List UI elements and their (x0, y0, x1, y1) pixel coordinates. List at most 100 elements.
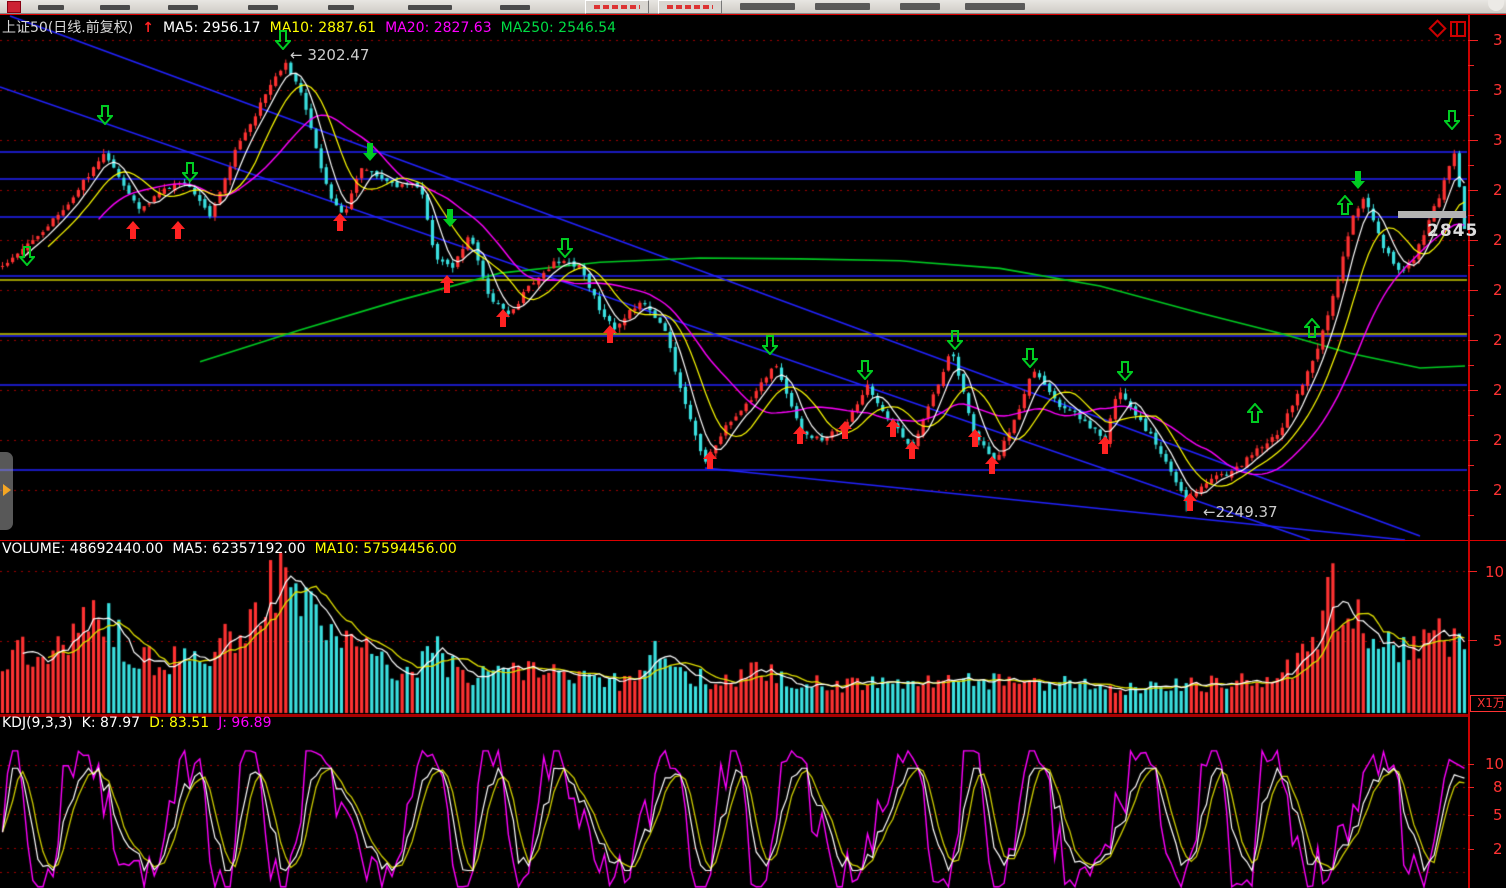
buy-signal-arrow (968, 429, 982, 447)
axis-tick (1468, 315, 1474, 316)
buy-signal-arrow (496, 309, 510, 327)
sell-signal-arrow (1304, 318, 1320, 338)
axis-tick (1468, 815, 1474, 816)
axis-tick (1468, 490, 1478, 491)
split-window-icon[interactable] (1450, 21, 1466, 37)
volume-header: VOLUME: 48692440.00 MA5: 62357192.00 MA10:… (2, 541, 466, 557)
sell-signal-arrow (557, 238, 573, 258)
sell-signal-arrow (1247, 403, 1263, 423)
axis-tick (1468, 240, 1478, 241)
price-axis-label: 3 (1493, 131, 1503, 149)
volume-unit-box: X1万 (1470, 695, 1506, 712)
buy-signal-arrow (1183, 493, 1197, 511)
kdj-d-value: D: 83.51 (149, 715, 210, 731)
buy-signal-arrow (838, 421, 852, 439)
price-axis-label: 2 (1493, 431, 1503, 449)
kdj-axis-label: 2 (1493, 840, 1503, 858)
kdj-j-value: J: 96.89 (218, 715, 272, 731)
buy-signal-arrow (603, 325, 617, 343)
price-axis-label: 3 (1493, 81, 1503, 99)
volume-value: VOLUME: 48692440.00 (2, 541, 164, 557)
symbol-title: 上证50(日线.前复权) (2, 20, 134, 36)
buy-signal-arrow (985, 456, 999, 474)
axis-tick (1468, 65, 1474, 66)
trough-price-label: ←2249.37 (1203, 503, 1278, 521)
sell-signal-arrow (947, 330, 963, 350)
buy-signal-arrow (1098, 436, 1112, 454)
main-chart-header: 上证50(日线.前复权) ↑ MA5: 2956.17 MA10: 2887.61 MA… (2, 17, 625, 37)
sell-signal-arrow (182, 162, 198, 182)
kdj-k-value: K: 87.97 (81, 715, 141, 731)
axis-tick (1468, 787, 1474, 788)
axis-tick (1468, 215, 1474, 216)
axis-tick (1468, 340, 1478, 341)
sell-signal-arrow (19, 246, 35, 266)
axis-tick (1468, 571, 1477, 572)
expand-arrow-icon (3, 484, 11, 496)
kdj-axis-label: 10 (1485, 755, 1505, 773)
sell-signal-arrow (443, 209, 457, 227)
sell-signal-arrow (762, 335, 778, 355)
volume-ma5: MA5: 62357192.00 (172, 541, 306, 557)
frame-top-line (0, 14, 1506, 15)
price-axis-label: 2 (1493, 231, 1503, 249)
sell-signal-arrow (1444, 110, 1460, 130)
axis-tick (1468, 40, 1478, 41)
axis-tick (1468, 390, 1478, 391)
ma250-value: MA250: 2546.54 (500, 20, 617, 36)
sell-signal-arrow (363, 143, 377, 161)
kdj-axis-label: 8 (1493, 778, 1503, 796)
axis-tick (1468, 640, 1477, 641)
volume-axis-label: 10 (1485, 563, 1505, 581)
axis-tick (1468, 440, 1478, 441)
buy-signal-arrow (886, 419, 900, 437)
price-axis-label: 2 (1493, 281, 1503, 299)
sell-signal-arrow (97, 105, 113, 125)
sell-signal-arrow (1337, 195, 1353, 215)
main-volume-separator (0, 540, 1506, 541)
peak-price-label: ← 3202.47 (290, 46, 370, 64)
price-axis-label: 3 (1493, 31, 1503, 49)
price-axis-label: 2 (1493, 381, 1503, 399)
kdj-name: KDJ(9,3,3) (2, 715, 73, 731)
buy-signal-arrow (440, 275, 454, 293)
buy-signal-arrow (171, 221, 185, 239)
ma10-value: MA10: 2887.61 (269, 20, 377, 36)
ma5-value: MA5: 2956.17 (162, 20, 261, 36)
axis-tick (1468, 415, 1474, 416)
last-price-band (1398, 211, 1466, 218)
volume-axis-label: 5 (1493, 632, 1503, 650)
sell-signal-arrow (1022, 348, 1038, 368)
buy-signal-arrow (905, 441, 919, 459)
last-price-tag: 2845 (1427, 221, 1479, 241)
axis-tick (1468, 140, 1478, 141)
price-axis-line (1468, 14, 1470, 888)
axis-tick (1468, 849, 1474, 850)
sell-signal-arrow (857, 360, 873, 380)
sell-signal-arrow (275, 30, 291, 50)
buy-signal-arrow (703, 451, 717, 469)
axis-tick (1468, 265, 1474, 266)
price-axis-label: 2 (1493, 331, 1503, 349)
price-axis-label: 2 (1493, 181, 1503, 199)
kdj-header: KDJ(9,3,3) K: 87.97 D: 83.51 J: 96.89 (2, 715, 280, 731)
buy-signal-arrow (126, 221, 140, 239)
buy-signal-arrow (333, 213, 347, 231)
up-arrow-icon: ↑ (142, 20, 154, 36)
buy-signal-arrow (793, 426, 807, 444)
kdj-axis-label: 5 (1493, 806, 1503, 824)
sidebar-expand-tab[interactable] (0, 452, 13, 530)
volume-kdj-separator (0, 714, 1468, 717)
axis-tick (1468, 115, 1474, 116)
axis-tick (1468, 290, 1478, 291)
axis-tick (1468, 365, 1474, 366)
axis-tick (1468, 165, 1474, 166)
axis-tick (1468, 465, 1474, 466)
axis-tick (1468, 90, 1478, 91)
axis-tick (1468, 190, 1478, 191)
axis-tick (1468, 764, 1474, 765)
ma20-value: MA20: 2827.63 (385, 20, 492, 36)
volume-ma10: MA10: 57594456.00 (314, 541, 457, 557)
